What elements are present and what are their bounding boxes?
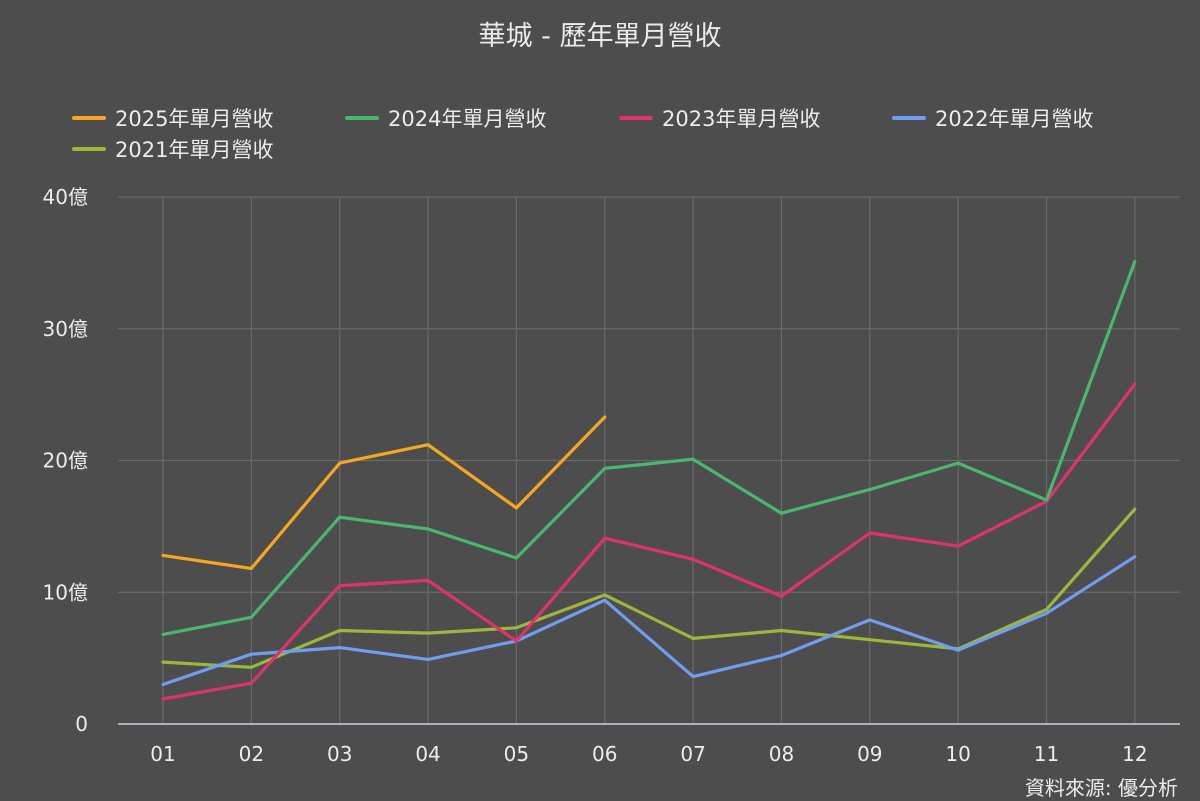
legend-swatch [892,116,926,120]
chart-legend: 2025年單月營收 2024年單月營收 2023年單月營收 2022年單月營收 2021… [72,103,1182,169]
y-tick-label: 30億 [43,317,88,341]
x-tick-label: 02 [239,742,264,766]
legend-label: 2024年單月營收 [388,107,547,131]
legend-label: 2022年單月營收 [935,107,1094,131]
x-tick-label: 01 [150,742,175,766]
legend-swatch [72,116,106,120]
x-tick-label: 11 [1034,742,1059,766]
series-line-2023年單月營收 [161,382,1137,701]
legend-swatch [345,116,379,120]
y-tick-label: 40億 [43,185,88,209]
legend-swatch [72,147,106,151]
legend-item: 2021年單月營收 [72,134,273,164]
x-tick-label: 12 [1122,742,1147,766]
y-tick-label: 20億 [43,449,88,473]
x-tick-label: 06 [592,742,617,766]
x-tick-label: 03 [327,742,352,766]
series-line-2024年單月營收 [161,260,1137,637]
legend-swatch [619,116,653,120]
series-line-2025年單月營收 [161,415,607,571]
x-tick-label: 09 [857,742,882,766]
y-tick-label: 0 [75,712,88,736]
legend-item: 2023年單月營收 [619,103,820,133]
legend-item: 2025年單月營收 [72,103,273,133]
legend-item: 2024年單月營收 [345,103,546,133]
legend-label: 2021年單月營收 [115,138,274,162]
source-credit: 資料來源: 優分析 [1024,776,1178,800]
x-tick-label: 05 [504,742,529,766]
x-tick-label: 10 [945,742,970,766]
chart-title: 華城 - 歷年單月營收 [478,21,722,52]
legend-label: 2025年單月營收 [115,107,274,131]
x-tick-label: 04 [415,742,440,766]
legend-label: 2023年單月營收 [662,107,821,131]
x-tick-label: 07 [680,742,705,766]
legend-item: 2022年單月營收 [892,103,1093,133]
series-line-2021年單月營收 [161,507,1137,669]
series-line-2022年單月營收 [161,555,1137,687]
y-tick-label: 10億 [43,580,88,604]
x-tick-label: 08 [769,742,794,766]
